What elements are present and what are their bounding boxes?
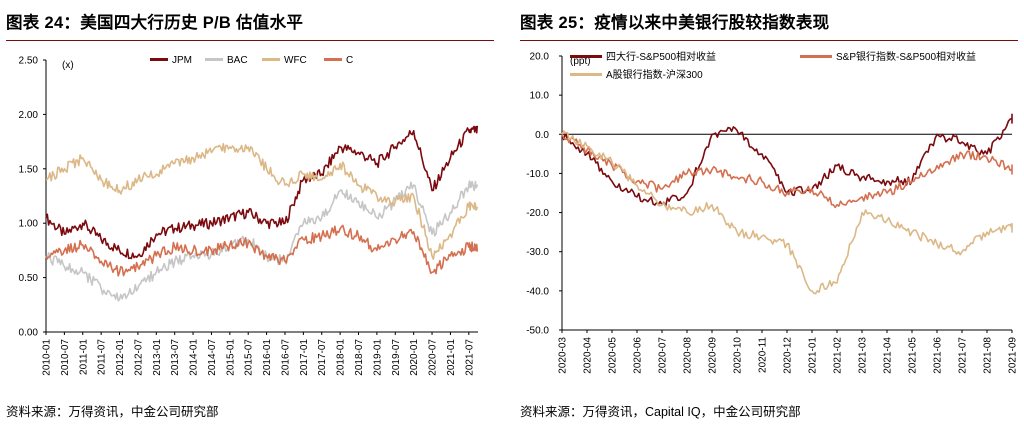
y-tick-label: 10.0 [530,91,550,102]
x-tick-label: 2019-01 [372,339,383,376]
x-tick-label: 2020-07 [658,337,669,374]
x-tick-label: 2020-03 [558,337,569,374]
x-tick-label: 2017-01 [299,339,310,376]
x-tick-label: 2021-02 [833,337,844,374]
x-tick-label: 2010-07 [60,339,71,376]
x-tick-label: 2021-03 [858,337,869,374]
y-tick-label: 1.50 [19,164,39,175]
series-line-2 [561,133,1013,209]
legend-label: BAC [227,55,248,66]
x-tick-label: 2013-01 [152,339,163,376]
x-tick-label: 2018-07 [354,339,365,376]
y-tick-label: 1.00 [19,219,39,230]
chart-25-plot: (ppt) 20.0 10.0 0.0 -10.0 -20.0 -30.0 -40.0 -50… [526,50,1019,374]
y-tick-label: 20.0 [530,52,550,63]
x-tick-label: 2015-01 [225,339,236,376]
y-tick-label: -30.0 [526,247,549,258]
x-tick-label: 2020-06 [633,337,644,374]
legend-label: C [346,55,353,66]
x-tick-label: 2014-07 [207,339,218,376]
legend-label: JPM [172,55,192,66]
series-line-1 [45,125,479,260]
x-tick-label: 2020-07 [428,339,439,376]
y-tick-label: 2.50 [19,56,39,67]
chart-24-unit-label: (x) [62,60,74,71]
chart-25-unit-label: (ppt) [570,56,591,67]
y-tick-label: 0.0 [535,130,549,141]
series-line-3 [561,130,1013,295]
x-tick-label: 2021-01 [446,339,457,376]
x-tick-label: 2021-09 [1008,337,1019,374]
chart-24-source: 资料来源：万得资讯，中金公司研究部 [6,405,219,419]
x-tick-label: 2011-07 [97,339,108,375]
chart-25-source: 资料来源：万得资讯，Capital IQ，中金公司研究部 [520,405,801,419]
x-tick-label: 2021-07 [464,339,475,376]
x-tick-label: 2021-07 [958,337,969,374]
x-tick-label: 2020-01 [409,339,420,376]
x-tick-label: 2012-01 [115,339,126,376]
series-line-3 [45,143,479,260]
x-tick-label: 2013-07 [170,339,181,376]
legend-label: S&P银行指数-S&P500相对收益 [836,50,976,63]
y-tick-label: -50.0 [526,326,549,337]
x-tick-label: 2016-01 [262,339,273,376]
y-tick-label: 0.00 [19,328,39,339]
legend-label: A股银行指数-沪深300 [606,68,703,81]
x-tick-label: 2020-12 [783,337,794,374]
x-tick-label: 2021-08 [983,337,994,374]
x-tick-label: 2018-01 [336,339,347,376]
chart-24-title: 图表 24：美国四大行历史 P/B 估值水平 [6,14,304,32]
x-tick-label: 2017-07 [317,339,328,376]
x-tick-label: 2020-08 [683,337,694,374]
x-tick-label: 2020-05 [608,337,619,374]
x-tick-label: 2021-05 [908,337,919,374]
x-tick-label: 2020-11 [758,337,769,373]
x-tick-label: 2020-04 [583,337,594,374]
y-tick-label: -10.0 [526,169,549,180]
x-tick-label: 2012-07 [133,339,144,376]
title-rule-left [6,40,494,41]
series-line-1 [561,113,1013,208]
x-tick-label: 2011-01 [78,339,89,375]
title-rule-right [520,40,1018,41]
y-tick-label: 2.00 [19,110,39,121]
y-tick-label: -20.0 [526,208,549,219]
x-tick-label: 2021-01 [808,337,819,374]
chart-24-plot: (x) 0.00 0.50 1.00 1.50 2.00 2.50 2010-01 2010-… [19,55,479,376]
legend-label: WFC [284,55,307,66]
x-tick-label: 2016-07 [280,339,291,376]
series-line-2 [45,180,479,302]
legend-label: 四大行-S&P500相对收益 [606,50,716,63]
series-line-4 [45,224,479,277]
x-tick-label: 2020-10 [733,337,744,374]
x-tick-label: 2020-09 [708,337,719,374]
y-tick-label: 0.50 [19,273,39,284]
x-tick-label: 2010-01 [42,339,53,376]
chart-25-title: 图表 25：疫情以来中美银行股较指数表现 [520,14,830,32]
x-tick-label: 2014-01 [189,339,200,376]
x-tick-label: 2021-04 [883,337,894,374]
x-tick-label: 2019-07 [391,339,402,376]
x-tick-label: 2015-07 [244,339,255,376]
x-tick-label: 2021-06 [933,337,944,374]
y-tick-label: -40.0 [526,286,549,297]
